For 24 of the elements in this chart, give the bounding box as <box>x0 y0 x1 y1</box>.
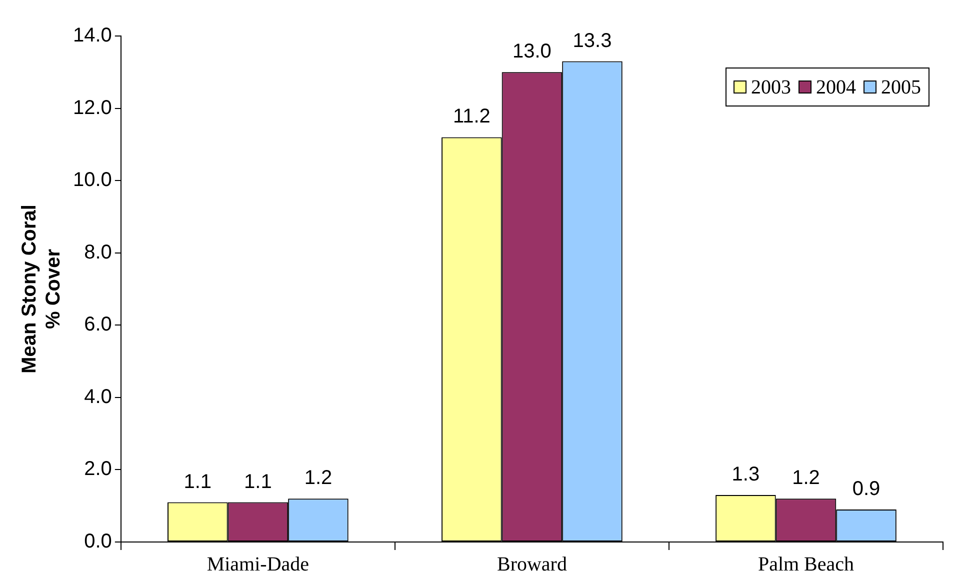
data-label: 1.1 <box>244 470 272 493</box>
data-label: 11.2 <box>452 106 490 128</box>
y-tick-label: 14.0 <box>72 24 112 47</box>
data-label: 1.1 <box>184 470 212 493</box>
y-axis-title: Mean Stony Coral % Cover <box>18 204 65 374</box>
y-tick-label: 10.0 <box>72 169 112 192</box>
legend-label: 2005 <box>881 76 921 98</box>
data-label: 0.9 <box>852 478 880 500</box>
data-label: 13.3 <box>572 30 612 52</box>
y-tick-label: 8.0 <box>84 241 112 264</box>
legend-label: 2003 <box>751 76 791 98</box>
legend-label: 2004 <box>816 76 856 98</box>
x-tick-label: Palm Beach <box>758 553 854 576</box>
x-tick-label: Broward <box>496 553 567 576</box>
y-tick-label: 6.0 <box>84 314 112 336</box>
y-tick-label: 2.0 <box>84 458 112 480</box>
data-label: 1.2 <box>304 467 332 490</box>
data-label: 1.2 <box>792 467 820 490</box>
y-tick-label: 4.0 <box>84 386 112 408</box>
data-label: 1.3 <box>732 464 760 486</box>
data-label: 13.0 <box>512 40 552 63</box>
x-tick-label: Miami-Dade <box>206 553 310 576</box>
y-tick-label: 12.0 <box>72 96 112 119</box>
y-tick-label: 0.0 <box>84 530 112 553</box>
